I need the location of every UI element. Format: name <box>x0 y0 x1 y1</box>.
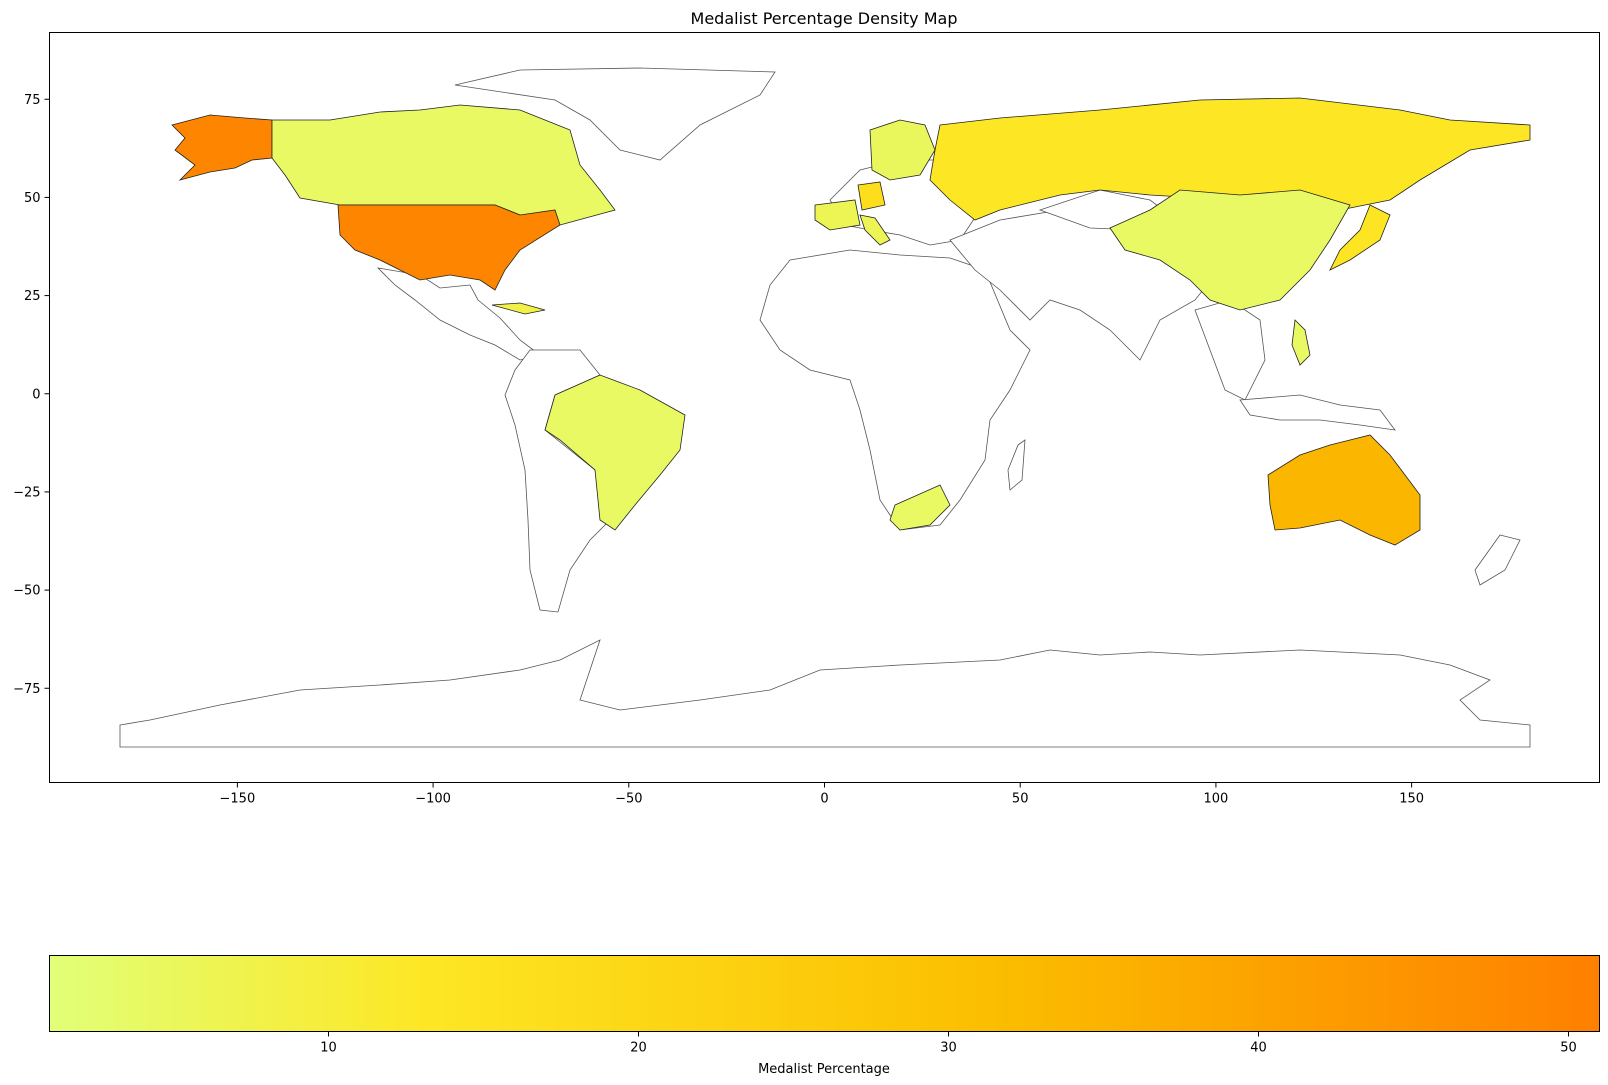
colorbar-tick-label: 40 <box>1250 1041 1267 1056</box>
region-new-zealand <box>1474 534 1521 586</box>
region-germany <box>857 181 886 211</box>
region-sweden-norway <box>869 119 936 181</box>
region-cuba <box>491 302 546 315</box>
colorbar-gradient <box>49 955 1600 1032</box>
x-tick-label: −100 <box>415 792 451 807</box>
land-no-data <box>119 67 1531 748</box>
x-tick-label: −50 <box>615 792 642 807</box>
x-tick-label: 150 <box>1399 792 1424 807</box>
region-italy <box>859 214 891 246</box>
region-china <box>1109 189 1351 311</box>
region-south-africa <box>889 484 951 531</box>
region-brazil <box>544 374 686 531</box>
region-france <box>814 199 861 231</box>
region-africa <box>759 249 1031 531</box>
region-japan <box>1329 204 1391 271</box>
region-philippines <box>1291 319 1311 366</box>
colorbar-tick-label: 10 <box>320 1041 337 1056</box>
colorbar-tick-label: 30 <box>940 1041 957 1056</box>
map-y-axis: 75 50 25 0 −25 −50 −75 <box>13 93 50 697</box>
colorbar-tick-label: 20 <box>630 1041 647 1056</box>
x-tick-label: 0 <box>820 792 828 807</box>
region-canada <box>271 104 616 226</box>
y-tick-label: −50 <box>13 584 40 599</box>
y-tick-label: 50 <box>24 191 41 206</box>
colorbar-tick-label: 50 <box>1560 1041 1577 1056</box>
y-tick-label: −25 <box>13 485 40 500</box>
map-x-axis: −150 −100 −50 0 50 100 150 <box>220 782 1424 807</box>
region-greenland <box>454 67 776 161</box>
region-indonesia <box>1239 394 1396 431</box>
region-australia <box>1267 434 1421 546</box>
x-tick-label: 100 <box>1204 792 1229 807</box>
chart-title: Medalist Percentage Density Map <box>691 9 958 28</box>
colorbar-label: Medalist Percentage <box>758 1062 890 1077</box>
y-tick-label: −75 <box>13 682 40 697</box>
region-united-states <box>337 204 561 291</box>
y-tick-label: 25 <box>24 289 41 304</box>
land-with-data <box>171 97 1531 546</box>
region-antarctica <box>119 639 1531 748</box>
region-alaska <box>171 114 273 181</box>
y-tick-label: 0 <box>32 387 40 402</box>
y-tick-label: 75 <box>24 93 41 108</box>
x-tick-label: −150 <box>220 792 256 807</box>
colorbar-ticks: 10 20 30 40 50 <box>320 1031 1577 1056</box>
x-tick-label: 50 <box>1012 792 1029 807</box>
region-madagascar <box>1007 439 1026 491</box>
